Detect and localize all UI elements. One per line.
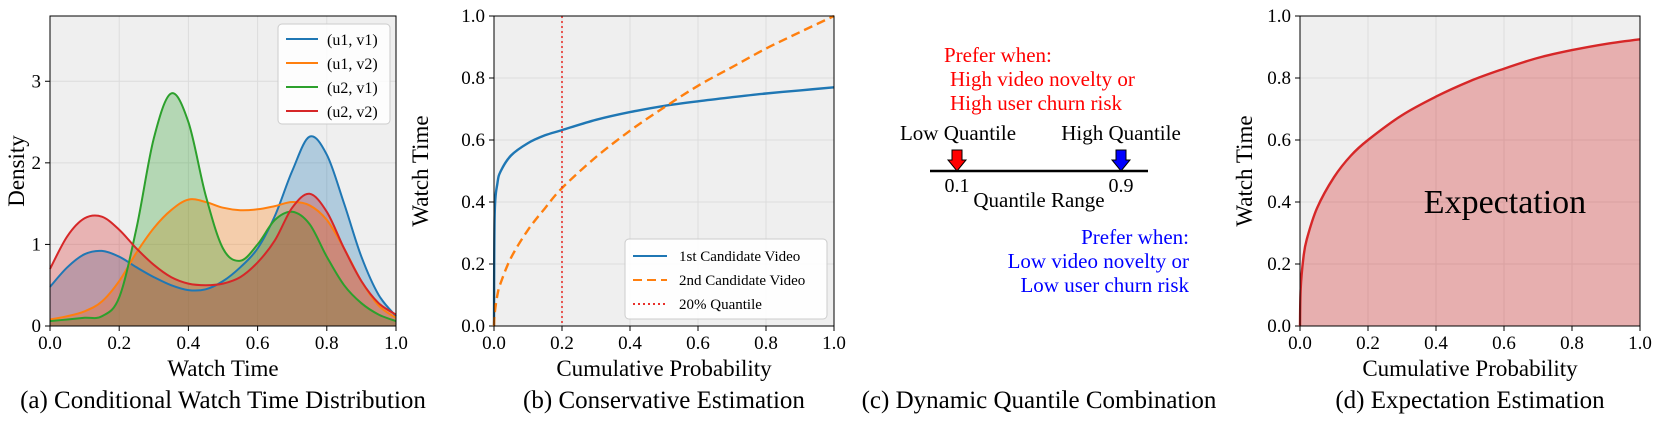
low-quantile-arrow (946, 149, 968, 172)
x-axis: 0.0 0.2 0.4 0.6 0.8 1.0 (1288, 326, 1652, 354)
x-tick-label: 0.2 (550, 333, 574, 354)
y-axis: 0.0 0.2 0.4 0.6 0.8 1.0 (1267, 6, 1300, 337)
panel-d-expectation-chart: 0.0 0.2 0.4 0.6 0.8 1.0 0.0 0.2 0.4 0.6 0.8 1.0 Cumu… (1232, 6, 1652, 414)
x-axis-title: Watch Time (167, 356, 278, 381)
legend-label-1: (u1, v1) (327, 32, 378, 49)
prefer-low-line-3: High user churn risk (950, 91, 1123, 115)
y-tick-label: 1 (32, 234, 42, 255)
plot-frame (493, 15, 835, 327)
legend-label-3: 20% Quantile (679, 297, 762, 313)
density-area-2 (50, 199, 396, 326)
quantile-curve (1298, 38, 1641, 327)
quantile-range-label: Quantile Range (973, 188, 1104, 212)
plot-background (1300, 16, 1640, 326)
y-axis: 0 1 2 3 (32, 71, 50, 337)
caption: (b) Conservative Estimation (523, 387, 805, 414)
y-tick-label: 0.4 (1267, 192, 1291, 213)
x-tick-label: 1.0 (1628, 333, 1652, 354)
caption: (d) Expectation Estimation (1335, 387, 1605, 414)
legend-box (277, 23, 391, 125)
x-tick-label: 0.8 (754, 333, 778, 354)
expectation-annotation: Expectation (1424, 184, 1586, 221)
plot-frame (1299, 15, 1641, 327)
high-quantile-value: 0.9 (1109, 175, 1134, 197)
panel-a-density-chart: 0.0 0.2 0.4 0.6 0.8 1.0 0 1 2 3 Watch Time Density (… (4, 15, 426, 414)
prefer-low-line-1: Prefer when: (944, 43, 1052, 67)
y-tick-label: 2 (32, 153, 42, 174)
legend-box (624, 238, 828, 320)
x-axis: 0.0 0.2 0.4 0.6 0.8 1.0 (482, 326, 846, 354)
y-axis: 0.0 0.2 0.4 0.6 0.8 1.0 (461, 6, 494, 337)
x-tick-label: 0.0 (38, 333, 62, 354)
y-tick-label: 0.6 (461, 130, 485, 151)
prefer-high-line-2: Low video novelty or (1008, 249, 1189, 273)
x-tick-label: 0.4 (177, 333, 201, 354)
y-tick-label: 3 (32, 71, 42, 92)
quantile-curve-1 (492, 86, 835, 327)
x-tick-label: 0.6 (246, 333, 270, 354)
low-quantile-value: 0.1 (945, 175, 970, 197)
legend: 1st Candidate Video 2nd Candidate Video 20… (624, 238, 828, 320)
y-tick-label: 0.2 (1267, 254, 1291, 275)
density-line-3 (49, 92, 397, 323)
x-axis: 0.0 0.2 0.4 0.6 0.8 1.0 (38, 326, 408, 354)
x-axis-title: Cumulative Probability (1362, 356, 1578, 381)
x-tick-label: 0.4 (618, 333, 642, 354)
caption: (a) Conditional Watch Time Distribution (20, 387, 426, 414)
x-tick-label: 0.0 (1288, 333, 1312, 354)
y-tick-label: 0.0 (1267, 316, 1291, 337)
x-tick-label: 0.8 (1560, 333, 1584, 354)
x-tick-label: 0.2 (107, 333, 131, 354)
legend: (u1, v1) (u1, v2) (u2, v1) (u2, v2) (277, 23, 391, 125)
x-tick-label: 0.6 (686, 333, 710, 354)
legend-label-4: (u2, v2) (327, 104, 378, 121)
x-tick-label: 0.0 (482, 333, 506, 354)
y-axis-title: Watch Time (408, 115, 433, 226)
density-line-4 (49, 192, 397, 316)
panel-b-quantile-chart: 0.0 0.2 0.4 0.6 0.8 1.0 0.0 0.2 0.4 0.6 0.8 1.0 Cumu… (408, 6, 846, 414)
caption-c: (c) Dynamic Quantile Combination (862, 387, 1217, 414)
y-tick-label: 0 (32, 316, 42, 337)
expectation-area (1300, 39, 1640, 327)
quantile-curve-2 (492, 14, 835, 327)
legend-label-2: 2nd Candidate Video (679, 273, 805, 289)
high-quantile-arrow (1110, 149, 1132, 172)
legend-label-3: (u2, v1) (327, 80, 378, 97)
legend-label-1: 1st Candidate Video (679, 249, 800, 265)
density-area-1 (50, 136, 396, 326)
y-axis-title: Density (4, 135, 29, 207)
prefer-high-line-1: Prefer when: (1081, 225, 1189, 249)
x-axis-title: Cumulative Probability (556, 356, 772, 381)
prefer-high-line-3: Low user churn risk (1020, 273, 1189, 297)
x-tick-label: 0.2 (1356, 333, 1380, 354)
y-tick-label: 0.2 (461, 254, 485, 275)
y-tick-label: 1.0 (461, 6, 485, 27)
high-quantile-label: High Quantile (1061, 121, 1181, 145)
x-tick-label: 0.8 (315, 333, 339, 354)
panel-c-quantile-diagram: Prefer when: High video novelty or High … (862, 43, 1217, 414)
y-tick-label: 0.4 (461, 192, 485, 213)
legend-label-2: (u1, v2) (327, 56, 378, 73)
prefer-low-line-2: High video novelty or (950, 67, 1135, 91)
y-axis-title: Watch Time (1232, 115, 1257, 226)
y-tick-label: 0.0 (461, 316, 485, 337)
y-tick-label: 0.8 (461, 68, 485, 89)
low-quantile-label: Low Quantile (900, 121, 1016, 145)
x-tick-label: 0.6 (1492, 333, 1516, 354)
y-tick-label: 0.6 (1267, 130, 1291, 151)
density-line-1 (49, 135, 397, 317)
y-tick-label: 0.8 (1267, 68, 1291, 89)
plot-frame (49, 15, 397, 327)
x-tick-label: 0.4 (1424, 333, 1448, 354)
density-area-4 (50, 193, 396, 326)
x-tick-label: 1.0 (384, 333, 408, 354)
y-tick-label: 1.0 (1267, 6, 1291, 27)
x-tick-label: 1.0 (822, 333, 846, 354)
